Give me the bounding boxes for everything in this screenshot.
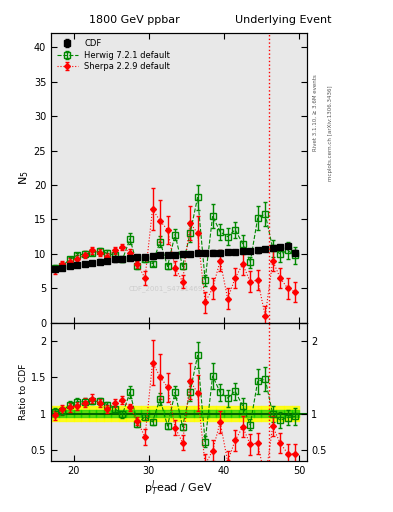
Text: CDF_2001_S4751469: CDF_2001_S4751469 xyxy=(129,285,203,291)
Legend: CDF, Herwig 7.2.1 default, Sherpa 2.2.9 default: CDF, Herwig 7.2.1 default, Sherpa 2.2.9 … xyxy=(55,37,172,73)
X-axis label: p$_T^{l}$ead / GeV: p$_T^{l}$ead / GeV xyxy=(145,478,213,498)
Text: 1800 GeV ppbar: 1800 GeV ppbar xyxy=(90,15,180,26)
Text: Underlying Event: Underlying Event xyxy=(235,15,332,26)
Text: mcplots.cern.ch [arXiv:1306.3436]: mcplots.cern.ch [arXiv:1306.3436] xyxy=(328,86,333,181)
Y-axis label: Ratio to CDF: Ratio to CDF xyxy=(19,364,28,420)
Y-axis label: N$_5$: N$_5$ xyxy=(17,170,31,185)
Text: Rivet 3.1.10, ≥ 3.6M events: Rivet 3.1.10, ≥ 3.6M events xyxy=(312,74,318,151)
